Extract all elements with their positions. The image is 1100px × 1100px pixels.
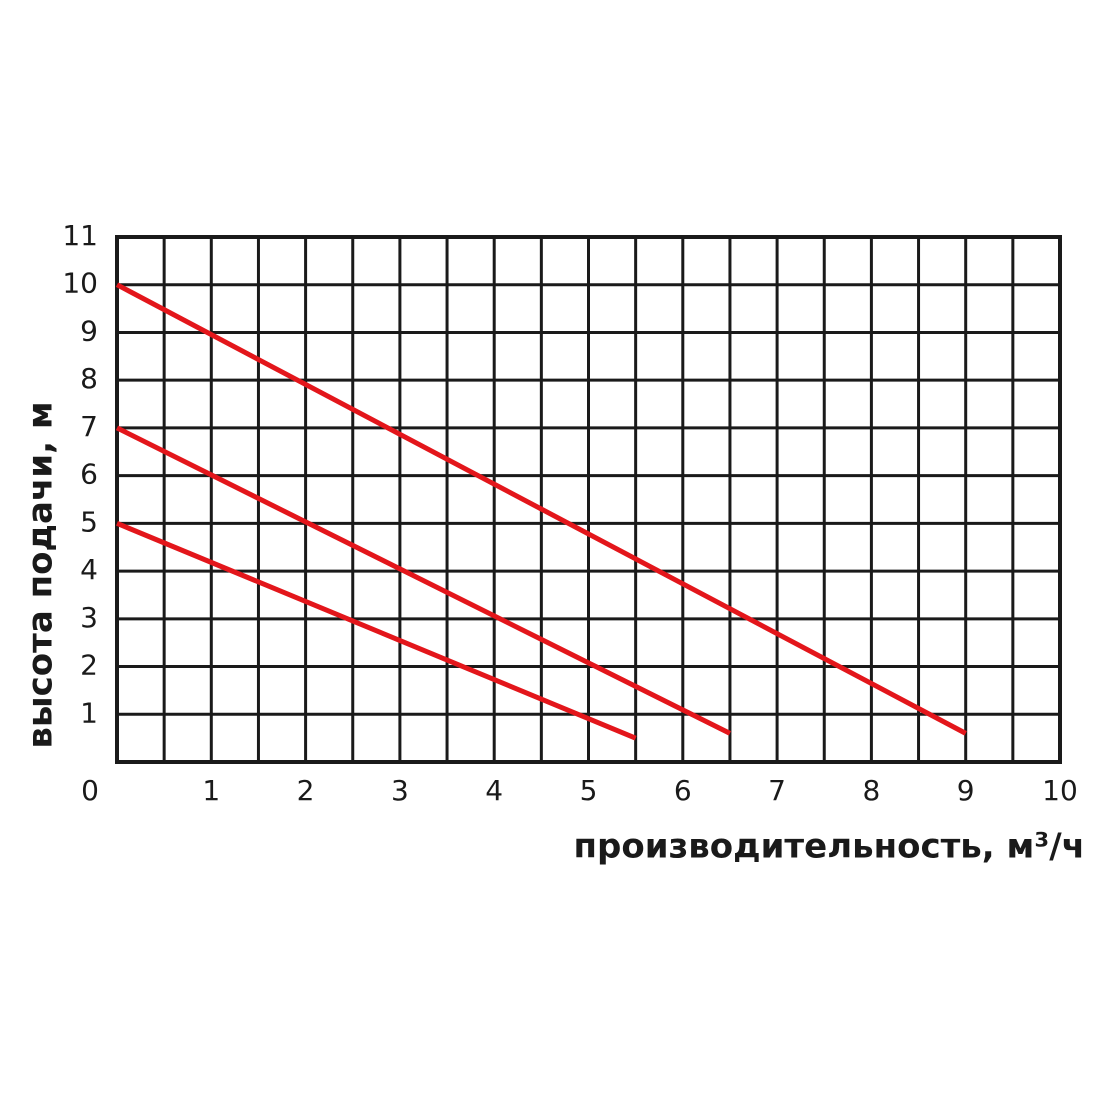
x-tick-label: 8 (862, 774, 880, 807)
x-tick-label: 7 (768, 774, 786, 807)
y-axis-label: высота подачи, м (21, 401, 61, 748)
y-tick-label: 9 (80, 314, 98, 347)
x-tick-label: 2 (297, 774, 315, 807)
y-tick-label: 3 (80, 601, 98, 634)
x-tick-label: 4 (485, 774, 503, 807)
x-tick-label: 5 (580, 774, 598, 807)
y-tick-label: 7 (80, 410, 98, 443)
x-tick-label: 1 (202, 774, 220, 807)
x-tick-label: 3 (391, 774, 409, 807)
y-tick-label: 8 (80, 362, 98, 395)
x-tick-label: 6 (674, 774, 692, 807)
x-tick-label: 10 (1042, 774, 1078, 807)
y-tick-label: 11 (62, 219, 98, 252)
y-tick-label: 10 (62, 267, 98, 300)
y-tick-label: 4 (80, 553, 98, 586)
y-tick-label: 5 (80, 505, 98, 538)
x-tick-label: 9 (957, 774, 975, 807)
x-axis-label: производительность, м³/ч (574, 827, 1086, 867)
line (116, 521, 637, 741)
y-tick-label: 2 (80, 649, 98, 682)
x-tick-label: 0 (81, 774, 99, 807)
line (115, 425, 732, 736)
line (115, 282, 967, 736)
plot-border (115, 235, 1062, 764)
y-tick-label: 6 (80, 458, 98, 491)
y-tick-label: 1 (80, 696, 98, 729)
